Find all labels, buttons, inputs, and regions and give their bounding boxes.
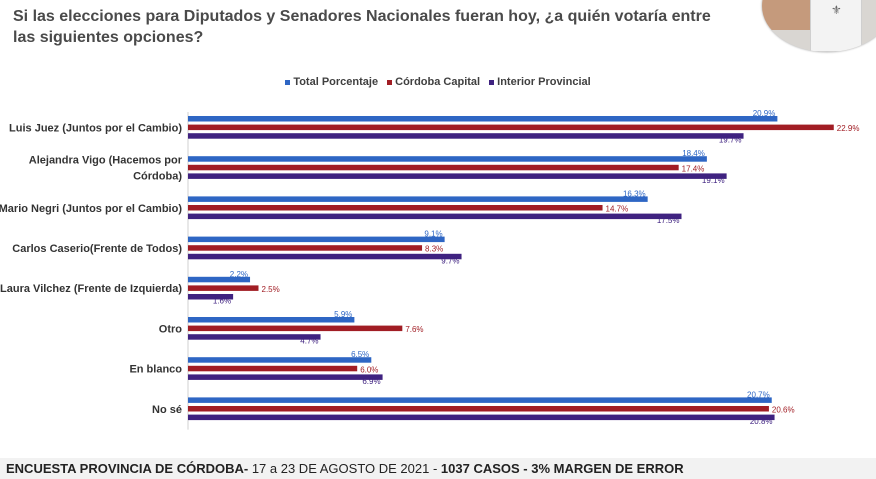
data-label-total: 20.9%: [753, 109, 776, 118]
data-label-total: 6.5%: [351, 350, 369, 359]
bar-interior: [188, 133, 744, 139]
bar-group-mario-negri-juntos-por-el-cambio: Mario Negri (Juntos por el Cambio) 16.3% 1…: [0, 189, 682, 225]
bar-interior: [188, 414, 775, 421]
bar-group-laura-vilchez-frente-de-izquierda: Laura Vilchez (Frente de Izquierda) 2.2% 2…: [0, 270, 280, 306]
bar-interior: [188, 253, 462, 260]
legend-item-total: Total Porcentaje: [285, 76, 378, 88]
bar-total: [188, 276, 251, 283]
data-label-total: 5.9%: [334, 310, 352, 319]
bar-capital: [188, 325, 403, 332]
bar-capital: [188, 365, 358, 372]
hand-image: [762, 0, 817, 30]
data-label-interior: 6.9%: [362, 377, 380, 386]
bar-capital: [188, 124, 834, 131]
data-label-total: 16.3%: [623, 189, 646, 198]
ballot-emblem-icon: ⚜: [831, 3, 842, 17]
data-label-capital: 2.5%: [262, 285, 280, 294]
footer-text: ENCUESTA PROVINCIA DE CÓRDOBA- 17 a 23 D…: [6, 461, 684, 476]
data-label-total: 2.2%: [230, 270, 248, 279]
data-label-interior: 4.7%: [300, 337, 318, 346]
bar-total: [188, 397, 772, 403]
data-label-capital: 22.9%: [837, 124, 860, 133]
category-label: Otro: [159, 323, 183, 335]
category-label: Mario Negri (Juntos por el Cambio): [0, 203, 182, 215]
data-label-interior: 20.8%: [750, 417, 773, 426]
footer-cases: 1037 CASOS - 3% MARGEN DE ERROR: [440, 461, 684, 476]
legend-item-capital: Córdoba Capital: [387, 76, 480, 88]
legend-swatch-total: [285, 79, 291, 85]
bar-group-carlos-caserio-frente-de-todos: Carlos Caserio(Frente de Todos) 9.1% 8.3% 9…: [12, 230, 462, 265]
ballot-paper: ⚜: [810, 0, 862, 52]
bar-total: [188, 317, 355, 323]
legend-swatch-capital: [387, 79, 393, 85]
bar-capital: [188, 164, 679, 171]
category-label: Laura Vilchez (Frente de Izquierda): [0, 283, 182, 295]
data-label-interior: 17.5%: [657, 216, 680, 225]
bar-total: [188, 196, 648, 202]
data-label-interior: 9.7%: [441, 256, 459, 265]
bar-capital: [188, 245, 423, 251]
legend-label-capital: Córdoba Capital: [395, 76, 481, 88]
bar-interior: [188, 374, 383, 380]
category-label: Alejandra Vigo (Hacemos por: [29, 155, 183, 167]
legend-swatch-interior: [489, 79, 495, 85]
footer-dates: 17 a 23 DE AGOSTO DE 2021 -: [248, 461, 441, 476]
data-label-capital: 6.0%: [360, 365, 378, 374]
category-label: Luis Juez (Juntos por el Cambio): [9, 122, 182, 134]
bar-total: [188, 156, 707, 162]
data-label-total: 18.4%: [682, 149, 705, 158]
chart-legend: Total Porcentaje Córdoba Capital Interio…: [0, 76, 876, 88]
bar-capital: [188, 285, 259, 291]
data-label-capital: 7.6%: [405, 325, 423, 334]
bar-group-en-blanco: En blanco 6.5% 6.0% 6.9%: [129, 350, 383, 386]
bar-interior: [188, 334, 321, 340]
chart-title: Si las elecciones para Diputados y Senad…: [13, 8, 711, 46]
bar-total: [188, 236, 445, 243]
bar-total: [188, 116, 778, 122]
category-label: No sé: [152, 404, 182, 416]
footer-bar: ENCUESTA PROVINCIA DE CÓRDOBA- 17 a 23 D…: [0, 458, 876, 479]
data-label-interior: 19.7%: [719, 136, 742, 145]
bar-interior: [188, 173, 727, 179]
category-label: En blanco: [129, 364, 182, 376]
category-label: Córdoba): [133, 171, 182, 183]
category-label: Carlos Caserio(Frente de Todos): [12, 243, 182, 255]
legend-item-interior: Interior Provincial: [489, 76, 591, 88]
bar-interior: [188, 213, 682, 220]
data-label-capital: 14.7%: [606, 205, 629, 214]
legend-label-total: Total Porcentaje: [293, 76, 379, 88]
data-label-total: 20.7%: [747, 390, 770, 399]
data-label-capital: 8.3%: [425, 245, 443, 254]
data-label-interior: 1.6%: [213, 297, 231, 306]
data-label-capital: 20.6%: [772, 406, 795, 415]
bar-group-luis-juez-juntos-por-el-cambio: Luis Juez (Juntos por el Cambio) 20.9% 22.…: [9, 109, 859, 145]
footer-survey: ENCUESTA PROVINCIA DE CÓRDOBA-: [6, 461, 249, 476]
bar-group-no-se: No sé 20.7%20.6% 20.8%: [152, 390, 795, 426]
bar-total: [188, 357, 372, 363]
bar-group-alejandra-vigo-hacemos-por-cordoba: Alejandra Vigo (Hacemos por Córdoba) 18.4%…: [29, 149, 727, 185]
data-label-total: 9.1%: [424, 230, 442, 239]
legend-label-interior: Interior Provincial: [497, 76, 591, 88]
bar-capital: [188, 406, 769, 412]
data-label-interior: 19.1%: [702, 176, 725, 185]
data-label-capital: 17.4%: [682, 164, 705, 173]
bar-capital: [188, 205, 603, 211]
bar-group-otro: Otro 5.9% 7.6% 4.7%: [159, 310, 424, 346]
bar-interior: [188, 294, 234, 300]
